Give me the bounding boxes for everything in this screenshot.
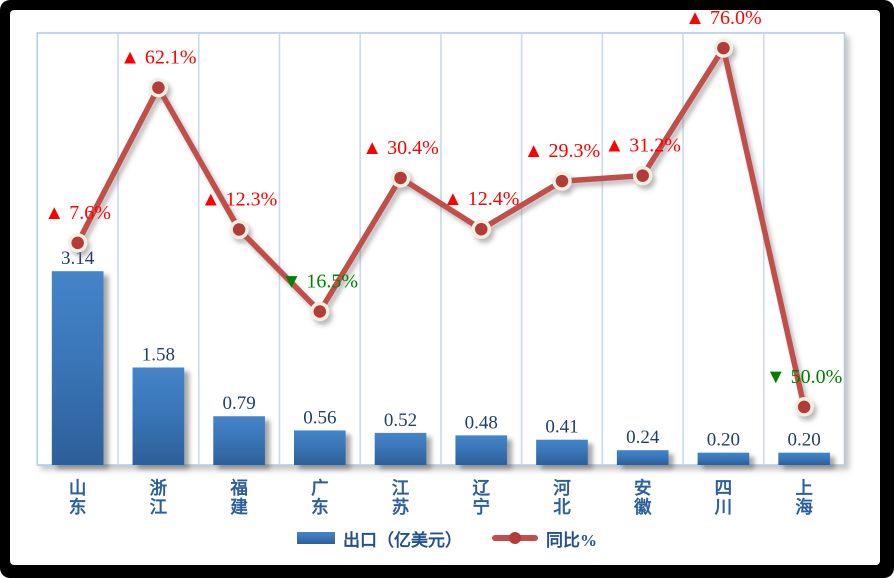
yoy-label: ▲ 29.3% (524, 140, 600, 162)
category-label: 上海 (795, 478, 813, 517)
bar-value-label: 0.52 (384, 410, 417, 431)
bar (132, 367, 185, 465)
bar (778, 452, 830, 465)
legend-label-yoy: 同比% (546, 530, 597, 550)
line-point-marker (471, 219, 492, 239)
bar (616, 450, 669, 465)
line-point-marker (310, 301, 330, 322)
line-point-marker (390, 168, 411, 188)
line-marker-dot-icon (509, 532, 521, 544)
yoy-label: ▲ 12.3% (201, 188, 277, 210)
yoy-label: ▲ 7.6% (44, 202, 110, 224)
chart-legend: 出口（亿美元） 同比% (0, 525, 894, 551)
bar-value-label: 1.58 (142, 344, 175, 365)
bar (293, 430, 346, 465)
bar-value-label: 0.79 (222, 393, 255, 414)
line-point-marker (229, 219, 249, 240)
bar-value-label: 0.56 (303, 407, 336, 428)
line-point-marker (67, 233, 88, 253)
yoy-label: ▲ 30.4% (362, 137, 438, 159)
category-label: 辽宁 (473, 478, 491, 517)
line-series-swatch (492, 532, 538, 544)
yoy-label: ▲ 12.4% (443, 188, 519, 210)
yoy-label: ▲ 76.0% (685, 7, 761, 29)
legend-label-export: 出口（亿美元） (343, 530, 462, 550)
bar (455, 435, 508, 465)
category-label: 山东 (69, 478, 87, 517)
category-label: 福建 (229, 478, 248, 517)
bar-value-label: 3.14 (61, 248, 95, 269)
line-point-marker (794, 397, 814, 417)
bar-value-label: 0.48 (465, 412, 498, 433)
legend-item-yoy: 同比% (492, 526, 597, 551)
bar (697, 452, 750, 465)
bar-series-swatch (297, 532, 335, 544)
bar (51, 271, 104, 465)
yoy-label: ▼ 50.0% (766, 366, 842, 388)
category-label: 江苏 (392, 478, 410, 517)
bar (374, 432, 427, 465)
bar (536, 439, 588, 465)
category-label: 浙江 (150, 478, 168, 517)
category-label: 四川 (714, 478, 733, 517)
line-point-marker (632, 165, 653, 186)
line-point-marker (148, 77, 169, 98)
yoy-label: ▲ 62.1% (120, 47, 196, 69)
bar-series (51, 271, 830, 465)
yoy-label: ▲ 31.2% (604, 135, 680, 157)
line-point-marker (552, 171, 572, 191)
trend-line (74, 45, 807, 410)
legend-item-export: 出口（亿美元） (297, 526, 462, 551)
line-point-marker (713, 38, 734, 58)
bar-value-label: 0.20 (707, 430, 740, 451)
bar-value-label: 0.20 (788, 430, 821, 451)
line-series (67, 38, 814, 417)
category-label: 河北 (553, 478, 571, 517)
category-label: 安徽 (633, 478, 652, 517)
bar-value-label: 0.24 (626, 427, 660, 448)
bar-value-label: 0.41 (545, 417, 578, 438)
category-label: 广东 (311, 478, 329, 517)
yoy-label: ▼ 16.5% (282, 271, 358, 293)
bar (213, 416, 265, 465)
